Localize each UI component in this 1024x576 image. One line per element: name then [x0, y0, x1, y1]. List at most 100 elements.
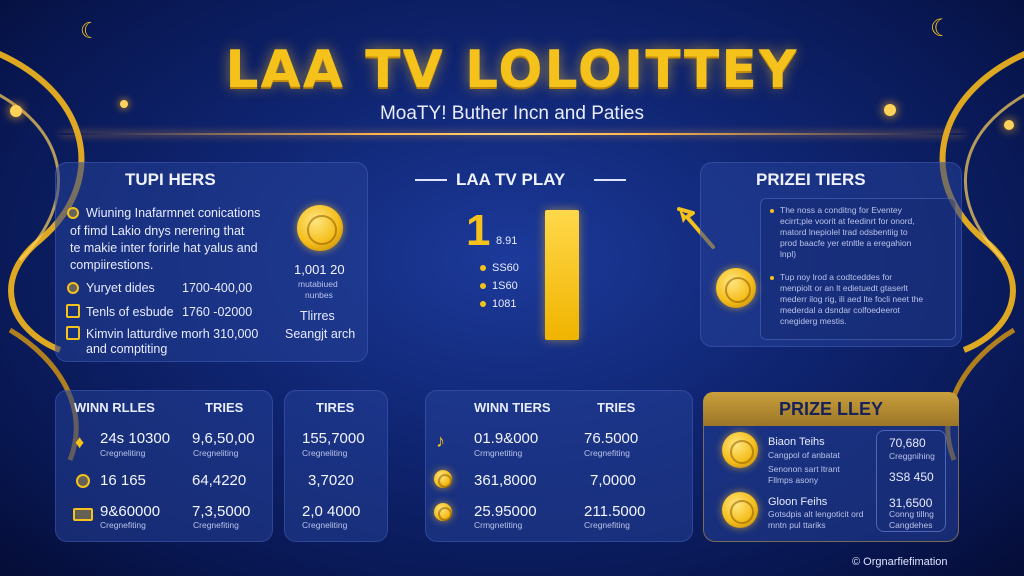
- tires-header: TIRES: [316, 400, 355, 415]
- win-rule-sub: Cregneliting: [193, 448, 239, 458]
- ticket-icon: [66, 304, 80, 318]
- music-note-icon: ♪: [436, 431, 445, 451]
- center-title-line-right: [594, 179, 626, 181]
- prize-name: Gloon Feihs: [768, 496, 828, 508]
- paragraph-line: matord lnepiolel trad odsbentiig to: [780, 227, 908, 237]
- win-tier-sub: Crmgnetiting: [474, 448, 523, 458]
- crescent-moon-icon: ☾: [930, 15, 952, 42]
- intro-line: compiirestions.: [70, 258, 154, 272]
- pie-coin-icon: [434, 470, 453, 489]
- win-tier-tries: 7,0000: [590, 472, 636, 489]
- side-number: 8.91: [496, 235, 518, 247]
- win-rules-tries-header: TRIES: [205, 400, 244, 415]
- win-tier-tries: 76.5000: [584, 430, 639, 447]
- big-number: 1: [466, 206, 491, 255]
- win-tier-sub: Cregnefiting: [584, 448, 630, 458]
- row-value: 1700-400,00: [182, 281, 253, 295]
- tupi-hers-title: TUPI HERS: [125, 170, 216, 189]
- prize-desc: Senonon sart ltrant: [768, 464, 840, 474]
- win-rule-tries: 9,6,50,00: [192, 430, 255, 447]
- tires-value: 155,7000: [302, 430, 365, 447]
- win-rule-sub: Cregnefiting: [193, 520, 239, 530]
- row-value: 1760 -02000: [182, 305, 253, 319]
- copyright-text: © Orgnarfiefimation: [852, 556, 948, 568]
- prize-desc: Cangpol of anbatat: [768, 450, 840, 460]
- glow-orb-icon: [884, 104, 896, 116]
- prize-value-sub: Cangdehes: [889, 520, 933, 530]
- paragraph-bullet: [770, 209, 774, 213]
- paragraph-line: lnpl): [780, 249, 797, 259]
- gold-bar-graphic: [545, 210, 579, 340]
- coin-bullet-icon: [76, 474, 90, 488]
- paragraph-line: prod baacfe yer etnltle a eregahion: [780, 238, 912, 248]
- win-rule-sub: Cregneliting: [100, 448, 146, 458]
- row-label: Kimvin latturdive morh 310,000: [86, 327, 259, 341]
- win-tier-value: 25.95000: [474, 503, 537, 520]
- row-footer: and comptiting: [86, 342, 168, 356]
- list-item: 1S60: [492, 280, 518, 292]
- intro-line: of fimd Lakio dnys nerering that: [70, 224, 245, 238]
- coin-bullet-icon: [67, 207, 79, 219]
- prize-value: 3S8 450: [889, 470, 934, 484]
- ticket-icon: [73, 508, 93, 521]
- prize-value-sub: Conng tillng: [889, 509, 934, 519]
- win-tier-value: 01.9&000: [474, 430, 539, 447]
- win-tier-value: 361,8000: [474, 472, 537, 489]
- row-label: Tenls of esbude: [86, 305, 174, 319]
- paragraph-line: cnegiderg mestis.: [780, 316, 847, 326]
- tires-value: 3,7020: [308, 472, 354, 489]
- list-item: SS60: [492, 262, 519, 274]
- win-tiers-header: WINN TIERS: [474, 400, 551, 415]
- coin-value: 1,001 20: [294, 262, 345, 277]
- paragraph-line: menpiolt or an lt edietuedt gtaserlt: [780, 283, 909, 293]
- coin-caption: nunbes: [305, 290, 333, 300]
- page-title: LAA TV LOLOITTEY: [225, 40, 799, 100]
- search-label[interactable]: Seangjt arch: [285, 327, 356, 341]
- row-label: Yuryet dides: [86, 281, 155, 295]
- intro-line: Wiuning Inafarmnet conications: [86, 206, 261, 220]
- win-rule-sub: Cregnefiting: [100, 520, 146, 530]
- prize-tiers-title: PRIZEI TIERS: [756, 170, 866, 189]
- win-tiers-tries-header: TRIES: [597, 400, 636, 415]
- intro-line: te makie inter forirle hat yalus and: [70, 241, 258, 255]
- ticket-icon: [66, 326, 80, 340]
- win-rule-value: 9&60000: [100, 503, 161, 520]
- prize-value: 70,680: [889, 436, 926, 450]
- paragraph-line: Tup noy lrod a codtceddes for: [780, 272, 893, 282]
- glow-orb-icon: [10, 105, 22, 117]
- prize-value-sub: Creggnihing: [889, 451, 935, 461]
- prize-desc: mntn pul ttariks: [768, 520, 826, 530]
- paragraph-bullet: [770, 276, 774, 280]
- gold-coin-icon: [297, 205, 343, 251]
- win-rule-value: 16 165: [100, 472, 146, 489]
- win-rule-tries: 64,4220: [192, 472, 247, 489]
- crescent-moon-icon: ☾: [80, 18, 100, 43]
- prize-lley-title: PRIZE LLEY: [703, 392, 959, 426]
- list-item: 1081: [492, 298, 517, 310]
- list-bullet: [480, 283, 486, 289]
- tires-panel: [284, 390, 388, 542]
- coin-caption: mutabiued: [298, 279, 338, 289]
- win-tier-sub: Crmgnetiting: [474, 520, 523, 530]
- win-rule-tries: 7,3,5000: [192, 503, 251, 520]
- page-subtitle: MoaTY! Buther Incn and Paties: [379, 103, 645, 124]
- prize-desc: Fllmps asony: [768, 475, 819, 485]
- prize-value-box: [876, 430, 946, 532]
- list-bullet: [480, 265, 486, 271]
- win-tiers-panel: [425, 390, 693, 542]
- paragraph-line: ecirrt;ple voorit at feedinrt for onord,: [780, 216, 915, 226]
- glow-orb-icon: [1004, 120, 1014, 130]
- tupi-hers-panel: [55, 162, 368, 362]
- prize-desc: Gotsdpis alt lengoticit ord: [768, 509, 864, 519]
- gold-coin-icon: [722, 492, 758, 528]
- lottery-ball-icon: [716, 268, 756, 308]
- win-tier-tries: 211.5000: [584, 503, 646, 520]
- flame-icon: ♦: [75, 432, 85, 452]
- coin-bullet-icon: [67, 282, 79, 294]
- gear-coin-icon: [434, 503, 453, 522]
- tires-value: 2,0 4000: [302, 503, 361, 520]
- center-title-line-left: [415, 179, 447, 181]
- paragraph-line: The noss a conditng for Eventey: [780, 205, 902, 215]
- win-rule-value: 24s 10300: [100, 430, 171, 447]
- tires-label: Tlirres: [300, 309, 335, 323]
